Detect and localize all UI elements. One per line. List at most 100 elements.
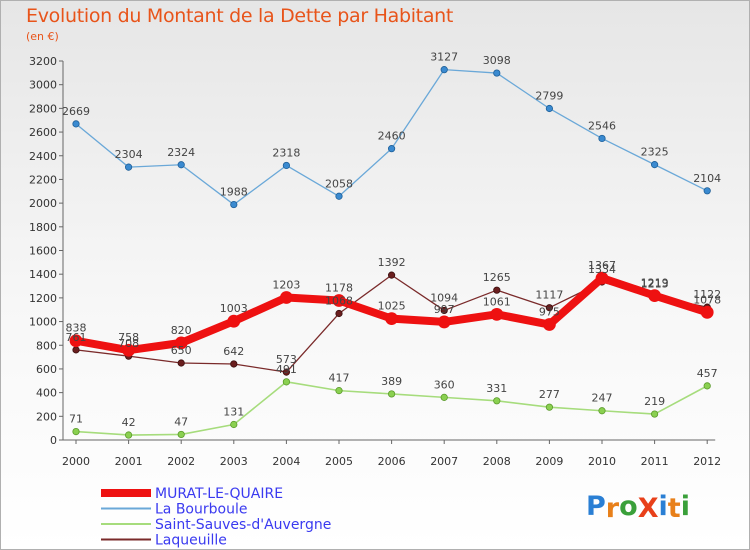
data-point — [703, 187, 711, 195]
data-point — [72, 120, 80, 128]
data-label: 2799 — [535, 89, 563, 102]
x-tick-label: 2009 — [535, 455, 563, 468]
data-point — [332, 294, 346, 307]
data-point — [440, 306, 448, 315]
data-point — [282, 368, 290, 376]
data-point — [174, 336, 188, 350]
data-label: 277 — [539, 388, 560, 401]
x-tick-label: 2004 — [272, 455, 300, 468]
y-tick-label: 600 — [36, 363, 57, 376]
y-tick-label: 400 — [36, 387, 57, 400]
data-label: 2325 — [641, 146, 669, 159]
data-point — [648, 289, 661, 303]
data-label: 3127 — [430, 51, 458, 64]
data-label: 71 — [69, 413, 83, 426]
data-point — [125, 431, 133, 439]
logo-letter: o — [619, 491, 638, 522]
legend-label: Saint-Sauves-d'Auvergne — [155, 517, 331, 533]
y-tick-label: 200 — [36, 410, 57, 423]
data-point — [490, 307, 504, 321]
data-point — [650, 410, 659, 418]
logo-letter: P — [586, 491, 606, 522]
x-tick-label: 2000 — [62, 455, 90, 468]
y-tick-label: 800 — [36, 339, 57, 352]
data-point — [543, 318, 556, 331]
data-label: 389 — [381, 375, 402, 388]
x-tick-label: 2010 — [588, 455, 616, 468]
data-point — [545, 403, 554, 411]
y-tick-label: 2400 — [29, 150, 57, 163]
data-point — [493, 286, 501, 294]
data-label: 838 — [66, 322, 87, 335]
data-label: 3098 — [483, 54, 511, 67]
data-label: 1392 — [378, 256, 406, 269]
chart-title: Evolution du Montant de la Dette par Hab… — [26, 5, 454, 27]
data-point — [493, 69, 501, 77]
y-tick-label: 1200 — [29, 292, 57, 305]
data-point — [335, 192, 343, 200]
data-label: 1213 — [641, 277, 669, 290]
data-label: 650 — [171, 344, 192, 357]
logo-letter: r — [605, 493, 620, 524]
data-point — [437, 315, 451, 329]
data-label: 2058 — [325, 177, 353, 190]
data-label: 360 — [434, 378, 455, 391]
data-label: 708 — [118, 337, 139, 350]
legend-label: La Bourboule — [155, 502, 247, 518]
data-label: 997 — [434, 303, 455, 316]
x-tick-label: 2011 — [641, 455, 669, 468]
y-tick-label: 2800 — [29, 102, 57, 115]
data-point — [230, 420, 238, 429]
data-point — [177, 359, 185, 367]
data-point — [72, 427, 80, 436]
data-label: 219 — [644, 395, 665, 408]
logo-letter: t — [667, 493, 681, 524]
legend-label: MURAT-LE-QUAIRE — [155, 486, 283, 502]
data-point — [440, 393, 448, 401]
data-point — [177, 430, 185, 439]
data-label: 1178 — [325, 281, 353, 294]
y-tick-label: 1000 — [29, 316, 57, 329]
data-label: 1367 — [588, 259, 616, 272]
data-label: 47 — [174, 415, 188, 428]
y-tick-label: 3000 — [29, 79, 57, 92]
data-label: 2669 — [62, 105, 90, 118]
logo-letter: i — [680, 491, 690, 522]
data-label: 820 — [171, 324, 192, 337]
data-point — [335, 309, 343, 318]
data-label: 1117 — [535, 289, 563, 302]
data-point — [230, 360, 238, 368]
data-label: 1094 — [430, 291, 458, 304]
data-label: 131 — [223, 405, 244, 418]
data-point — [72, 346, 80, 354]
data-point — [650, 161, 659, 169]
x-tick-label: 2012 — [693, 455, 721, 468]
data-label: 1265 — [483, 271, 511, 284]
data-label: 2318 — [272, 146, 300, 159]
data-label: 457 — [697, 367, 718, 380]
data-point — [545, 104, 554, 113]
logo-letter: X — [637, 493, 659, 524]
data-point — [282, 378, 290, 386]
data-label: 2104 — [693, 172, 721, 185]
data-label: 975 — [539, 306, 560, 319]
chart-subtitle: (en €) — [26, 30, 59, 43]
data-point — [703, 382, 711, 390]
data-label: 761 — [66, 331, 87, 344]
x-tick-label: 2006 — [378, 455, 406, 468]
data-label: 2304 — [115, 148, 143, 161]
data-label: 1025 — [378, 300, 406, 313]
y-tick-label: 2200 — [29, 173, 57, 186]
data-point — [545, 304, 554, 312]
data-label: 1068 — [325, 295, 353, 308]
data-label: 573 — [276, 353, 297, 366]
data-label: 1122 — [693, 288, 721, 301]
x-tick-label: 2003 — [220, 455, 248, 468]
data-label: 491 — [276, 363, 297, 376]
data-point — [279, 291, 293, 304]
data-point — [282, 161, 290, 170]
data-point — [227, 314, 241, 328]
y-tick-label: 1400 — [29, 268, 57, 281]
